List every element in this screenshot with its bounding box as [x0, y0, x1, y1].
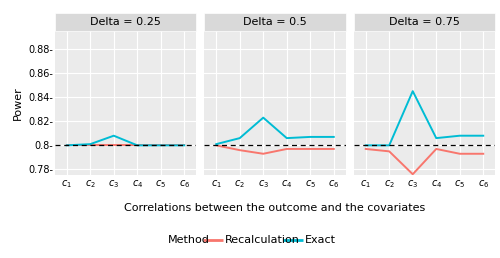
Text: Method: Method — [168, 235, 209, 245]
Text: Correlations between the outcome and the covariates: Correlations between the outcome and the… — [124, 203, 426, 213]
Text: Recalculation: Recalculation — [225, 235, 300, 245]
Y-axis label: Power: Power — [13, 86, 23, 120]
Text: Exact: Exact — [305, 235, 336, 245]
Text: Delta = 0.75: Delta = 0.75 — [389, 17, 460, 27]
Text: Delta = 0.25: Delta = 0.25 — [90, 17, 161, 27]
Text: Delta = 0.5: Delta = 0.5 — [243, 17, 307, 27]
